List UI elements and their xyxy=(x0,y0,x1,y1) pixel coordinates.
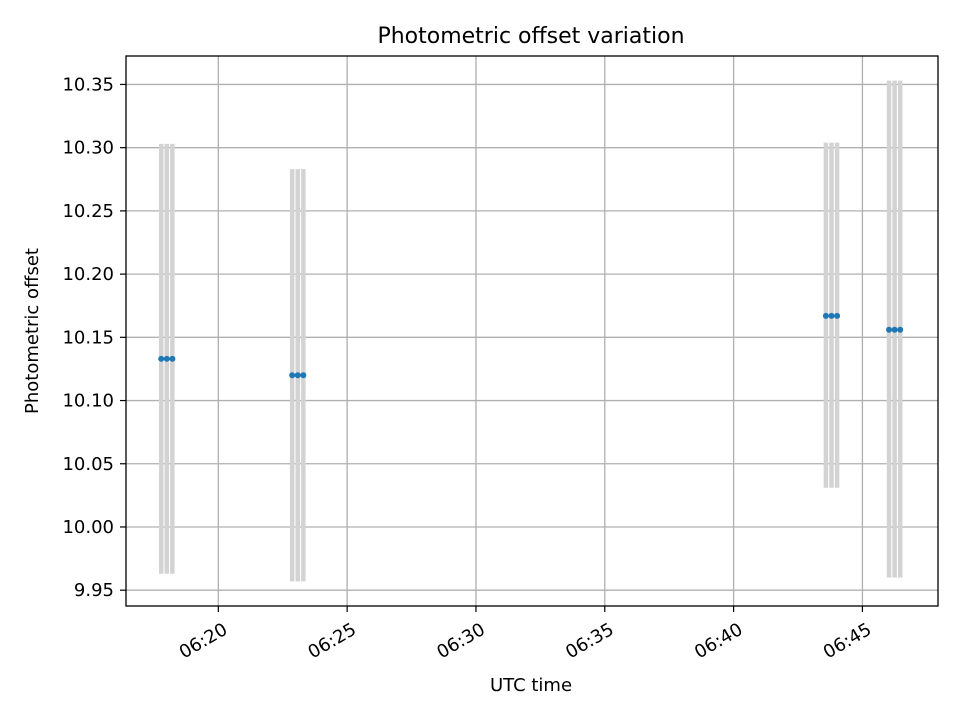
y-axis-ticks: 9.95 10.00 10.05 10.10 10.15 10.20 10.25 10.30 1… xyxy=(62,74,126,601)
data-point xyxy=(822,312,829,319)
data-points xyxy=(158,312,904,379)
data-point xyxy=(163,355,170,362)
x-tick-label: 06:25 xyxy=(305,619,360,663)
y-tick-label: 10.30 xyxy=(62,138,114,159)
y-tick-label: 10.00 xyxy=(62,517,114,538)
data-point xyxy=(300,372,307,379)
y-tick-label: 9.95 xyxy=(74,580,114,601)
chart-title: Photometric offset variation xyxy=(377,24,684,49)
data-point xyxy=(834,312,841,319)
x-axis-ticks: 06:20 06:25 06:30 06:35 06:40 06:45 xyxy=(176,606,875,663)
x-tick-label: 06:20 xyxy=(176,619,231,663)
data-point xyxy=(891,326,898,333)
data-point xyxy=(294,372,301,379)
data-point xyxy=(158,355,165,362)
y-tick-label: 10.35 xyxy=(62,74,114,95)
x-axis-label: UTC time xyxy=(490,675,572,696)
x-tick-label: 06:30 xyxy=(433,619,488,663)
data-point xyxy=(897,326,904,333)
data-point xyxy=(289,372,296,379)
y-tick-label: 10.25 xyxy=(62,201,114,222)
y-tick-label: 10.20 xyxy=(62,264,114,285)
grid-lines xyxy=(126,56,938,606)
y-tick-label: 10.15 xyxy=(62,327,114,348)
y-axis-label: Photometric offset xyxy=(22,248,43,414)
x-tick-label: 06:45 xyxy=(820,619,875,663)
data-point xyxy=(828,312,835,319)
x-tick-label: 06:35 xyxy=(562,619,617,663)
error-bars xyxy=(158,80,903,582)
y-tick-label: 10.10 xyxy=(62,391,114,412)
data-point xyxy=(886,326,893,333)
data-point xyxy=(169,355,176,362)
y-tick-label: 10.05 xyxy=(62,454,114,475)
x-tick-label: 06:40 xyxy=(691,619,746,663)
plot-area-frame xyxy=(125,55,939,607)
